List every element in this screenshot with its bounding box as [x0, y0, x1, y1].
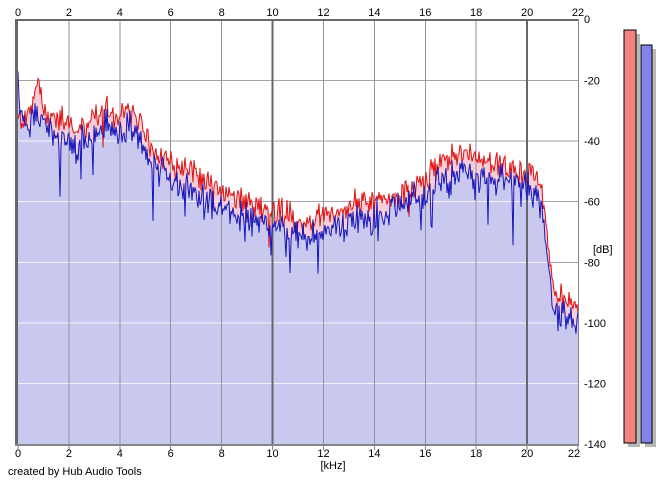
y-axis-tick-label: -140: [584, 439, 606, 451]
x-axis-bottom-tick-label: 20: [521, 448, 533, 460]
y-axis-tick-label: -20: [584, 76, 600, 88]
y-axis-tick-label: 0: [584, 14, 590, 26]
x-axis-bottom-tick-label: 18: [470, 448, 482, 460]
x-axis-bottom-tick-label: 8: [219, 448, 225, 460]
x-axis-unit-label: [kHz]: [320, 460, 346, 472]
y-axis-tick-label: -120: [584, 378, 606, 390]
plot-border-left: [15, 19, 18, 446]
x-axis-top-tick-label: 2: [66, 7, 72, 19]
y-axis-unit-label: [dB]: [593, 244, 613, 256]
y-axis-tick-label: -80: [584, 257, 600, 269]
credit-text: created by Hub Audio Tools: [8, 466, 142, 478]
right-level-meter-bar: [640, 44, 653, 444]
x-axis-bottom-tick-label: 14: [368, 448, 380, 460]
x-axis-top-tick-label: 20: [521, 7, 533, 19]
x-axis-bottom-tick-label: 6: [168, 448, 174, 460]
left-level-meter-bar: [623, 29, 637, 444]
x-axis-bottom-tick-label: 4: [117, 448, 123, 460]
left-channel-spectrum-trace: [17, 77, 579, 313]
x-axis-bottom-tick-label: 12: [317, 448, 329, 460]
x-axis-bottom-tick-label: 0: [15, 448, 21, 460]
y-axis-tick-label: -100: [584, 318, 606, 330]
x-axis-top-tick-label: 16: [419, 7, 431, 19]
plot-border-top: [15, 19, 579, 21]
x-axis-top-tick-label: 4: [117, 7, 123, 19]
x-axis-top-tick-label: 14: [368, 7, 380, 19]
x-axis-top-tick-label: 6: [168, 7, 174, 19]
plot-border-bottom: [15, 444, 579, 446]
right-channel-spectrum-trace: [17, 71, 579, 334]
x-axis-top-tick-label: 8: [219, 7, 225, 19]
x-axis-top-tick-label: 12: [317, 7, 329, 19]
x-axis-bottom-tick-label: 10: [266, 448, 278, 460]
x-axis-top-tick-label: 22: [572, 7, 584, 19]
x-axis-bottom-tick-label: 16: [419, 448, 431, 460]
x-axis-bottom-tick-label: 2: [66, 448, 72, 460]
x-axis-top-tick-label: 10: [266, 7, 278, 19]
y-axis-tick-label: -40: [584, 136, 600, 148]
x-axis-top-tick-label: 18: [470, 7, 482, 19]
plot-border-right: [578, 19, 579, 445]
x-axis-bottom-tick-label: 22: [568, 448, 580, 460]
y-axis-tick-label: -60: [584, 197, 600, 209]
x-axis-top-tick-label: 0: [15, 7, 21, 19]
